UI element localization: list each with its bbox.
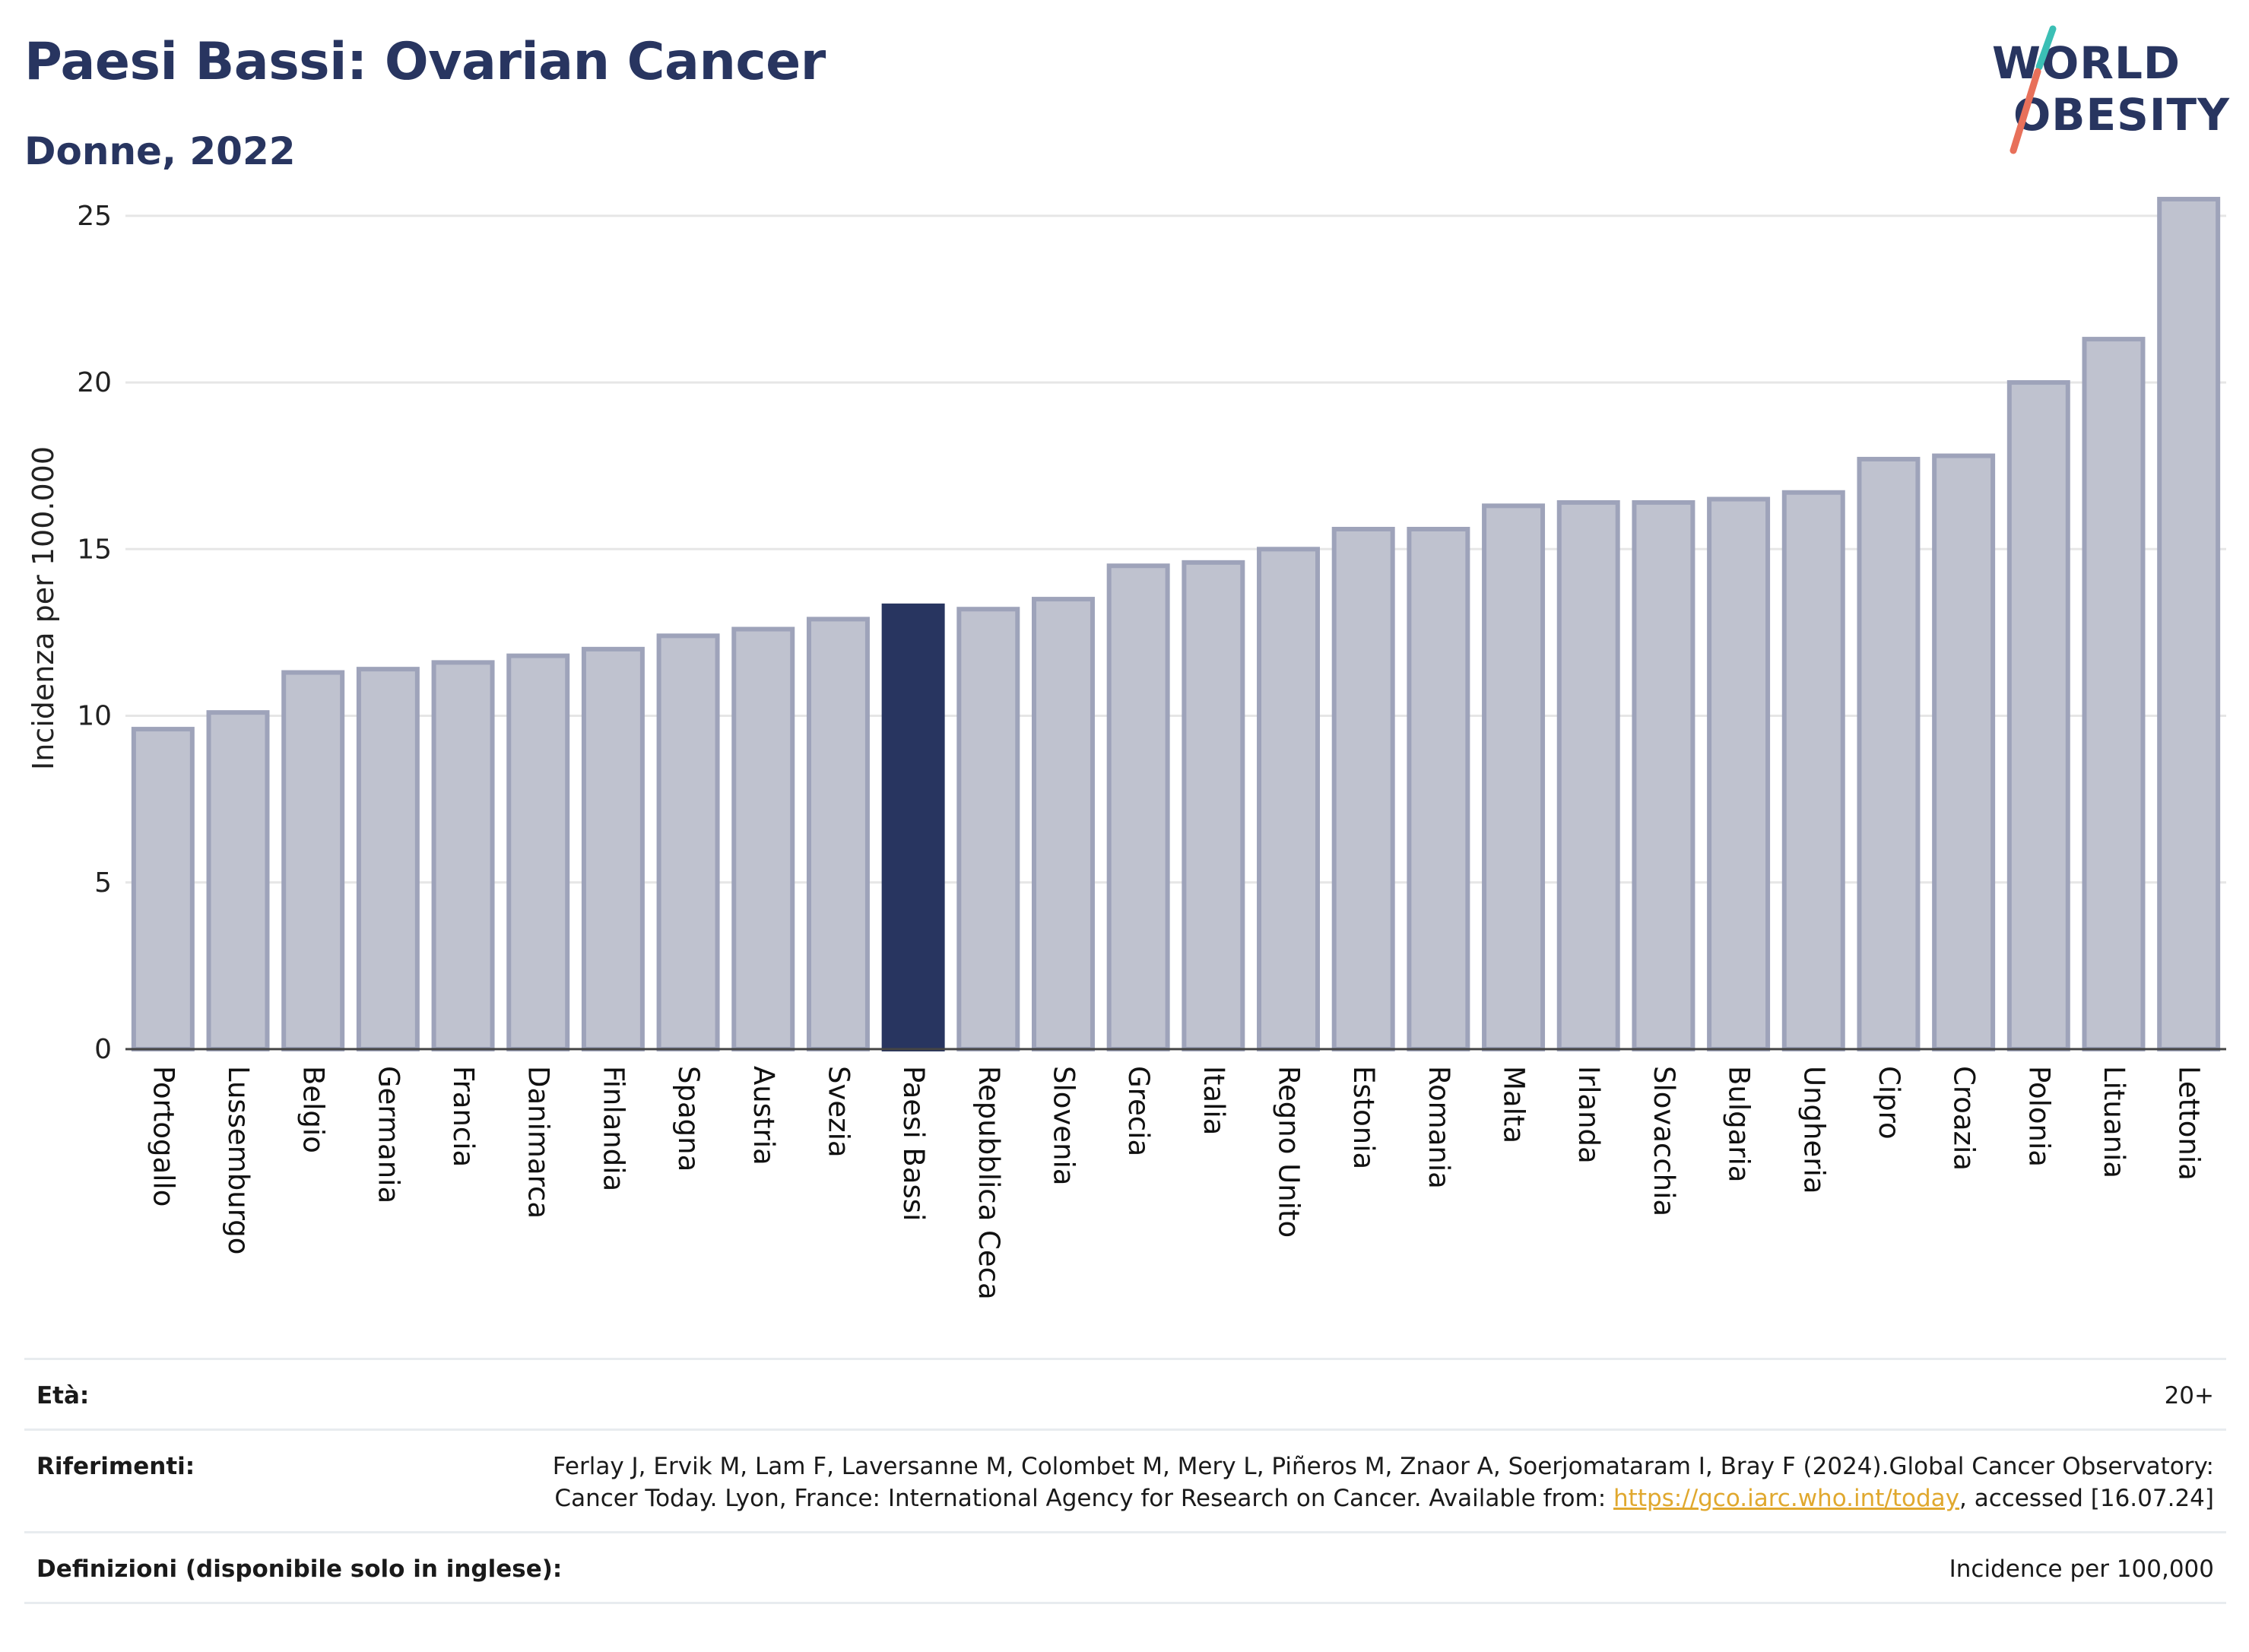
x-tick-label: Svezia: [822, 1066, 855, 1158]
y-tick-label: 0: [94, 1034, 112, 1065]
x-tick-label: Malta: [1498, 1066, 1531, 1143]
x-tick-label: Croazia: [1948, 1066, 1981, 1171]
y-tick-label: 5: [94, 867, 112, 899]
page-subtitle: Donne, 2022: [24, 129, 296, 173]
bar: [2006, 380, 2070, 1052]
definitions-label: Definizioni (disponibile solo in inglese…: [36, 1555, 563, 1583]
x-tick-label: Cipro: [1873, 1066, 1905, 1140]
x-tick-label: Estonia: [1347, 1066, 1380, 1169]
bar: [1556, 499, 1620, 1051]
age-label: Età:: [36, 1382, 90, 1409]
bar: [131, 727, 195, 1051]
x-tick-label: Slovenia: [1047, 1066, 1080, 1185]
references-link[interactable]: https://gco.iarc.who.int/today: [1613, 1485, 1959, 1512]
x-tick-label: Ungheria: [1797, 1066, 1830, 1194]
logo-slash-icon: [2010, 25, 2057, 154]
bar: [806, 617, 870, 1051]
bar: [281, 670, 345, 1051]
bar: [431, 660, 495, 1052]
references-text: Ferlay J, Ervik M, Lam F, Laversanne M, …: [552, 1453, 2214, 1512]
x-tick-label: Grecia: [1122, 1066, 1155, 1156]
footer-row-age: Età: 20+: [24, 1358, 2226, 1428]
y-tick-label: 15: [77, 534, 112, 565]
age-value: 20+: [2164, 1382, 2214, 1409]
bar: [656, 633, 720, 1051]
bar: [356, 667, 420, 1052]
x-tick-label: Romania: [1423, 1066, 1455, 1189]
x-tick-label: Francia: [447, 1066, 480, 1167]
bar: [1031, 597, 1095, 1051]
x-tick-label: Regno Unito: [1273, 1066, 1305, 1238]
bar-chart: 0 5 10 15 20 25 Incidenza per 100.000 Portogall…: [27, 196, 2226, 1300]
definitions-value: Incidence per 100,000: [1949, 1555, 2214, 1583]
x-tick-label: Danimarca: [522, 1066, 555, 1219]
x-tick-label: Paesi Bassi: [897, 1066, 930, 1221]
bar: [1331, 527, 1395, 1051]
y-tick-label: 20: [77, 367, 112, 398]
x-tick-label: Bulgaria: [1723, 1066, 1756, 1182]
x-tick-label: Repubblica Ceca: [972, 1066, 1005, 1300]
world-obesity-logo: WORLD OBESITY: [1983, 23, 2234, 160]
x-tick-label: Belgio: [297, 1066, 330, 1153]
bar: [1781, 490, 1845, 1051]
footer-row-definitions: Definizioni (disponibile solo in inglese…: [24, 1531, 2226, 1604]
bar: [506, 653, 570, 1051]
bar: [1182, 560, 1245, 1052]
bar: [956, 607, 1020, 1051]
bar: [1632, 499, 1695, 1051]
x-tick-label: Polonia: [2022, 1066, 2055, 1167]
bar: [1257, 547, 1321, 1051]
bar: [2157, 196, 2221, 1051]
bar: [1407, 527, 1470, 1051]
bar: [2082, 337, 2146, 1052]
x-tick-label: Spagna: [672, 1066, 705, 1172]
references-value: Ferlay J, Ervik M, Lam F, Laversanne M, …: [503, 1451, 2214, 1514]
bar: [581, 646, 645, 1051]
x-tick-label: Lussemburgo: [222, 1066, 255, 1254]
y-tick-label: 10: [77, 701, 112, 732]
x-tick-label: Finlandia: [597, 1066, 630, 1191]
x-tick-label: Lettonia: [2173, 1066, 2206, 1181]
x-tick-label: Portogallo: [147, 1066, 179, 1206]
x-tick-label: Germania: [372, 1066, 404, 1203]
logo-text-world: WORLD: [1992, 37, 2181, 89]
x-tick-label: Italia: [1197, 1066, 1230, 1135]
bar: [731, 626, 795, 1051]
bar: [206, 710, 270, 1052]
x-tick-label: Irlanda: [1572, 1066, 1605, 1164]
bar: [1106, 563, 1170, 1051]
bar: [1707, 496, 1771, 1051]
x-tick-label: Lituania: [2098, 1066, 2130, 1178]
references-label: Riferimenti:: [36, 1453, 195, 1480]
logo-text-obesity: OBESITY: [2013, 89, 2231, 141]
references-tail: , accessed [16.07.24]: [1959, 1485, 2214, 1512]
page-title: Paesi Bassi: Ovarian Cancer: [24, 32, 826, 92]
footer-row-references: Riferimenti: Ferlay J, Ervik M, Lam F, L…: [24, 1428, 2226, 1531]
bar: [881, 603, 945, 1051]
x-tick-label: Slovacchia: [1648, 1066, 1680, 1216]
y-axis-title: Incidenza per 100.000: [27, 446, 60, 770]
footer-table: Età: 20+ Riferimenti: Ferlay J, Ervik M,…: [24, 1358, 2226, 1604]
y-tick-label: 25: [77, 201, 112, 232]
bar: [1482, 503, 1546, 1051]
bar: [1932, 453, 1996, 1051]
x-tick-label: Austria: [747, 1066, 780, 1165]
bar: [1857, 456, 1921, 1051]
